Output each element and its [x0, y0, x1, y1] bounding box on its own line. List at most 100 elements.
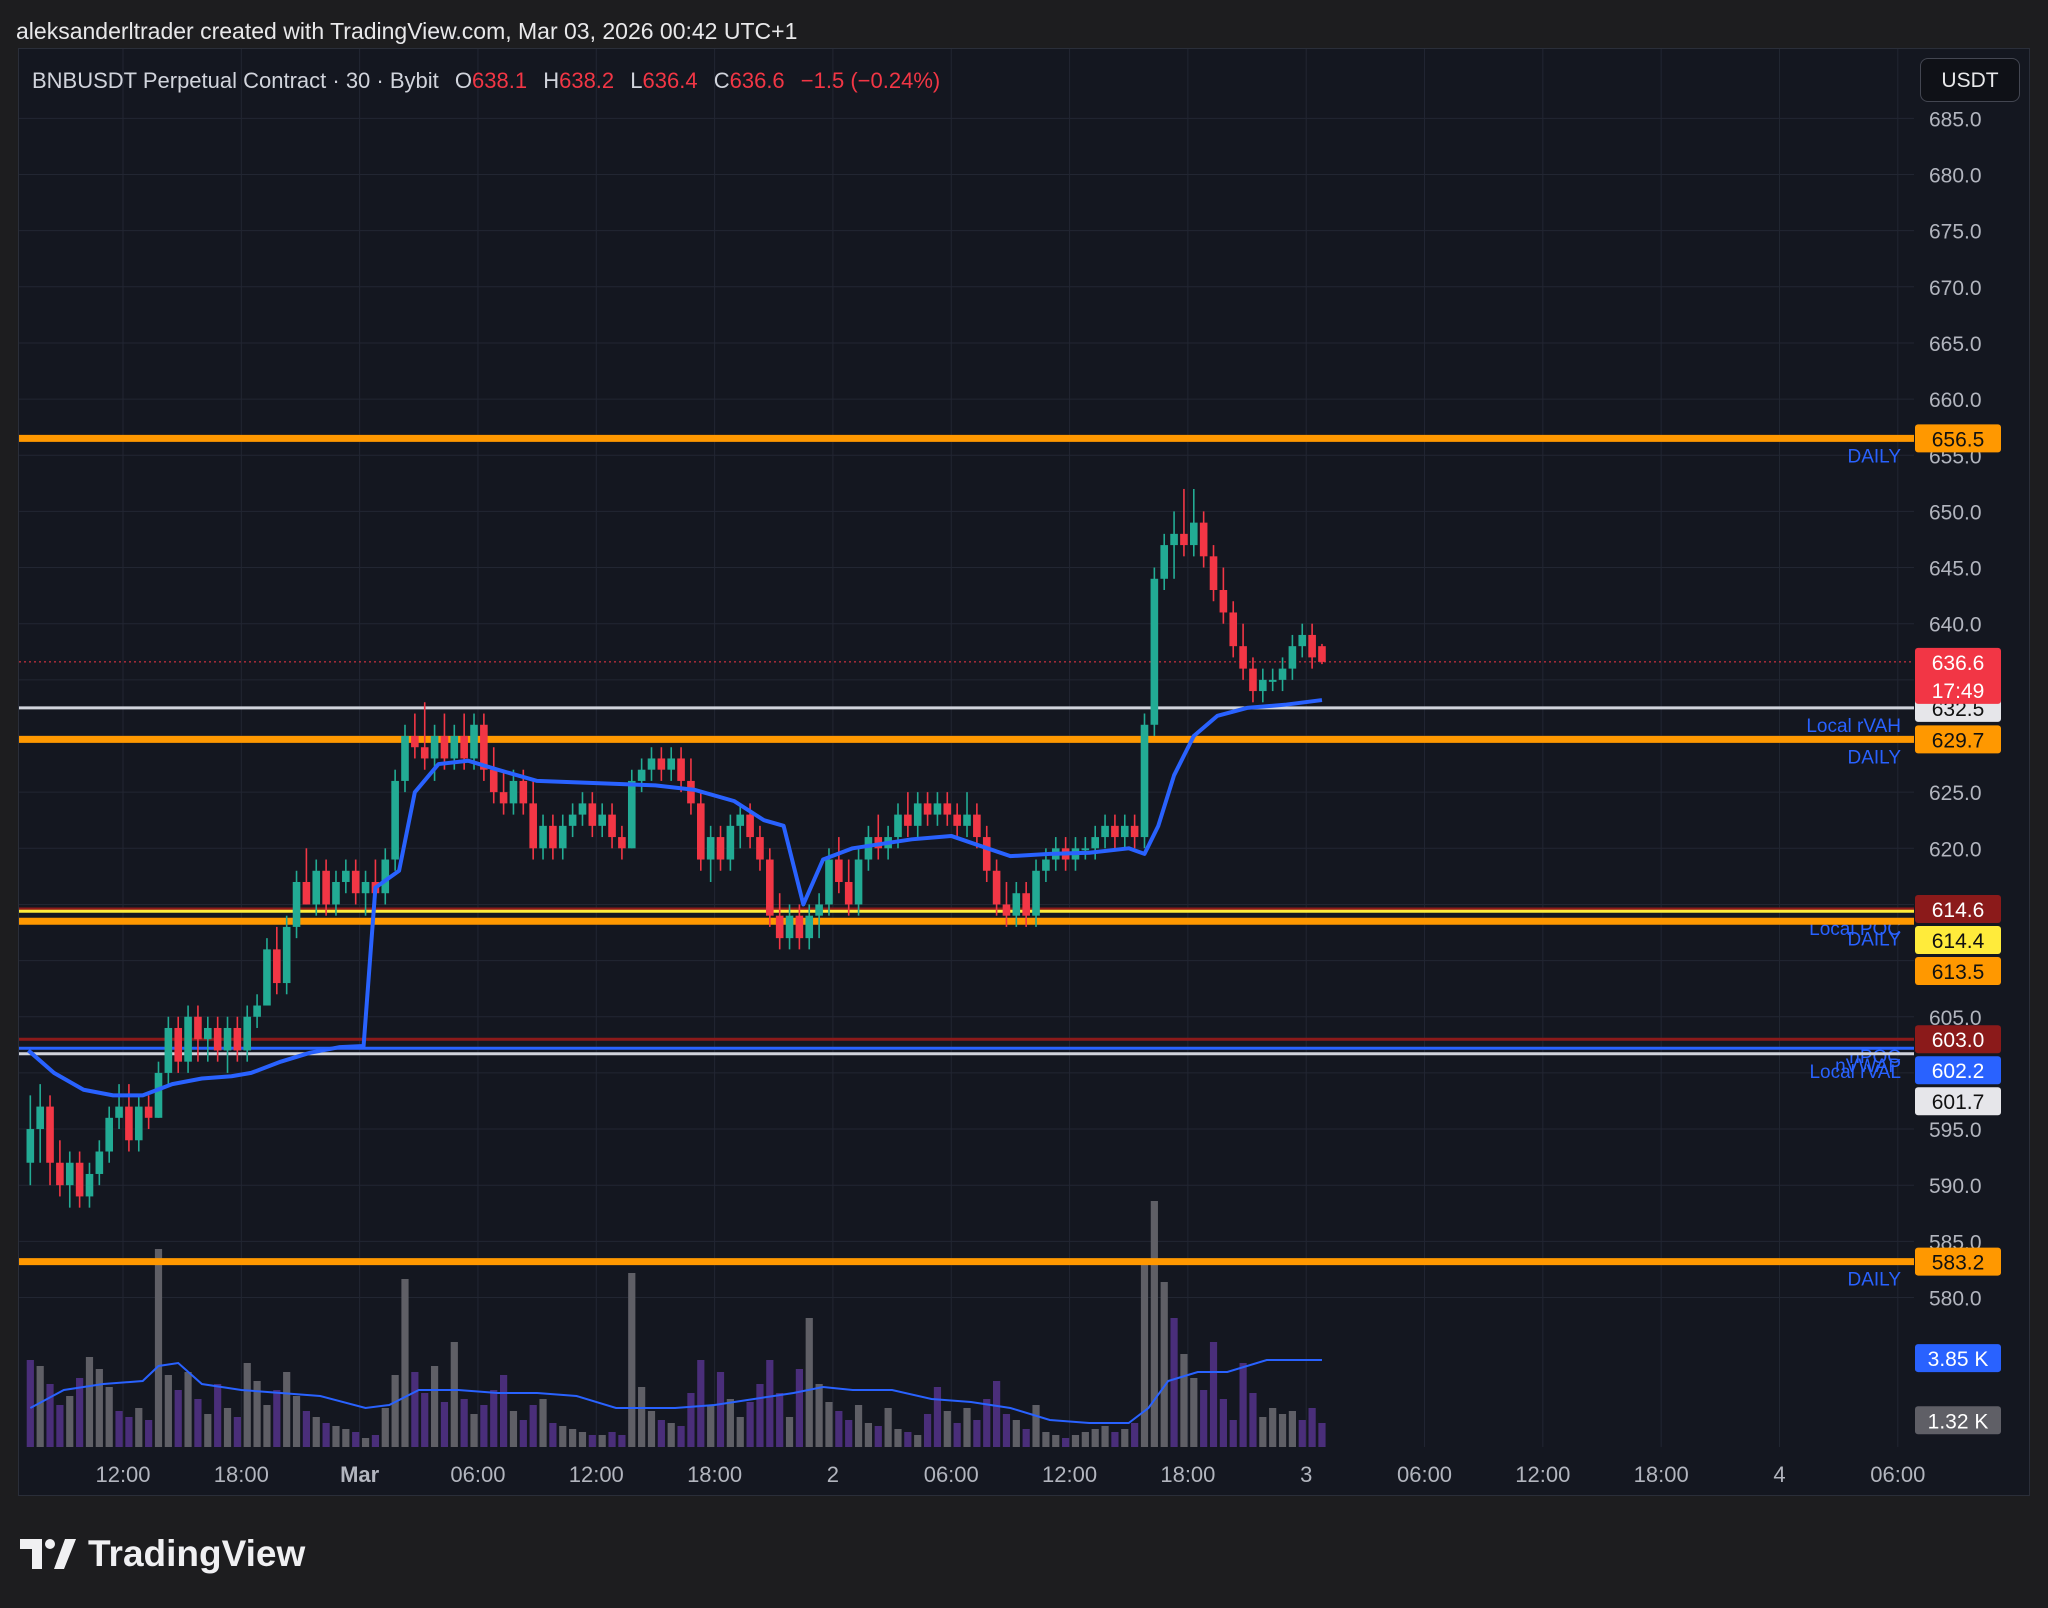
time-tick-label: 06:00 [1870, 1462, 1925, 1487]
volume-bar [223, 1408, 232, 1447]
volume-bar [322, 1423, 330, 1447]
price-tick-label: 665.0 [1929, 333, 1982, 356]
volume-bar [1209, 1342, 1218, 1447]
time-tick-label: 12:00 [95, 1462, 150, 1487]
volume-bar [628, 1273, 636, 1447]
candle [1298, 623, 1307, 658]
candle [766, 848, 774, 927]
volume-bar [342, 1429, 350, 1447]
candle [815, 893, 823, 939]
candle [992, 859, 1001, 916]
volume-bar [933, 1387, 942, 1447]
candle [381, 848, 390, 905]
volume-bar [973, 1420, 981, 1447]
candle [1170, 511, 1178, 579]
candle-body [322, 870, 330, 905]
volume-bar [578, 1432, 587, 1447]
time-tick-label: 18:00 [214, 1462, 269, 1487]
candle [420, 702, 429, 770]
volume-bar [677, 1426, 685, 1447]
candle [953, 803, 961, 838]
time-tick-label: 06:00 [1397, 1462, 1452, 1487]
candle-body [756, 837, 764, 860]
volume-bar [559, 1426, 567, 1447]
candle-body [391, 780, 399, 860]
currency-button[interactable]: USDT [1920, 58, 2020, 102]
candle-body [95, 1151, 104, 1174]
candle-body [982, 837, 991, 871]
volume-bar [884, 1408, 892, 1447]
candle [795, 904, 804, 950]
candle-body [588, 803, 597, 826]
candle-body [539, 825, 547, 849]
time-tick-label: 3 [1300, 1462, 1312, 1487]
volume-bar [1288, 1411, 1296, 1447]
candle [95, 1140, 104, 1186]
chart-frame[interactable]: DAILY Local rVAH DAILY Local POC DAILY nPOC nV… [18, 48, 2030, 1496]
candle [835, 837, 843, 894]
candle-body [213, 1027, 222, 1051]
volume-bar [1170, 1318, 1178, 1447]
symbol-name: BNBUSDT Perpetual Contract · 30 · Bybit [32, 68, 439, 93]
candle [529, 780, 537, 860]
candle-body [1140, 724, 1149, 838]
volume-bar [805, 1318, 813, 1447]
volume-bar [1052, 1435, 1060, 1447]
candle-body [1130, 825, 1139, 838]
candle-body [164, 1027, 173, 1073]
time-tick-label: 12:00 [1042, 1462, 1097, 1487]
volume-bar [618, 1435, 626, 1447]
candle-body [558, 825, 567, 849]
candle-body [549, 825, 557, 849]
volume-bar [864, 1423, 873, 1447]
candle-body [667, 758, 676, 770]
volume-bar [1101, 1426, 1109, 1447]
price-tick-label: 670.0 [1929, 277, 1982, 300]
candle-body [154, 1072, 163, 1118]
volume-bar [154, 1249, 163, 1447]
candle-body [627, 780, 636, 849]
candle-body [1170, 533, 1178, 546]
low-value: 636.4 [642, 68, 698, 93]
price-tick-label: 605.0 [1929, 1007, 1982, 1030]
candle-body [864, 837, 873, 860]
candle [608, 803, 616, 849]
candle [213, 1016, 222, 1062]
volume-bar [135, 1408, 143, 1447]
candle-body [292, 881, 301, 927]
candle [805, 904, 814, 950]
volume-bar [1298, 1420, 1306, 1447]
level-badge-text: 629.7 [1932, 729, 1985, 752]
level-badge-bg [1915, 1025, 2001, 1054]
high-label: H [543, 68, 560, 93]
volume-bar [963, 1408, 971, 1447]
candle [1189, 488, 1198, 557]
volume-bar [253, 1381, 261, 1447]
volume-bar [115, 1411, 123, 1447]
volume-bar [795, 1369, 803, 1447]
volume-bar [1269, 1408, 1277, 1447]
volume-bar [1239, 1363, 1247, 1447]
candle-body [923, 803, 932, 815]
volume-bar [894, 1429, 902, 1447]
volume-bar [36, 1366, 44, 1447]
volume-bar [1160, 1282, 1168, 1447]
volume-bar [391, 1375, 399, 1447]
candle [1002, 881, 1011, 927]
time-axis: 12:00 18:00 Mar 06:00 12:00 18:00 2 06:00 12:00 1… [95, 1462, 1925, 1487]
level-label: Local rVAH [1806, 716, 1901, 737]
level-badge-text: 602.2 [1932, 1060, 1985, 1083]
volume-bar [874, 1426, 882, 1447]
time-tick-label: 12:00 [569, 1462, 624, 1487]
candle-body [825, 859, 833, 905]
volume-bar [1180, 1354, 1188, 1447]
candle-body [677, 758, 685, 781]
volume-bar [569, 1429, 577, 1447]
candle-body [499, 792, 508, 804]
candle-body [263, 949, 271, 1006]
price-tick-label: 645.0 [1929, 558, 1982, 581]
candle [1022, 881, 1030, 927]
chart-attribution: aleksanderltrader created with TradingVi… [16, 18, 798, 44]
candle-body [332, 881, 340, 905]
